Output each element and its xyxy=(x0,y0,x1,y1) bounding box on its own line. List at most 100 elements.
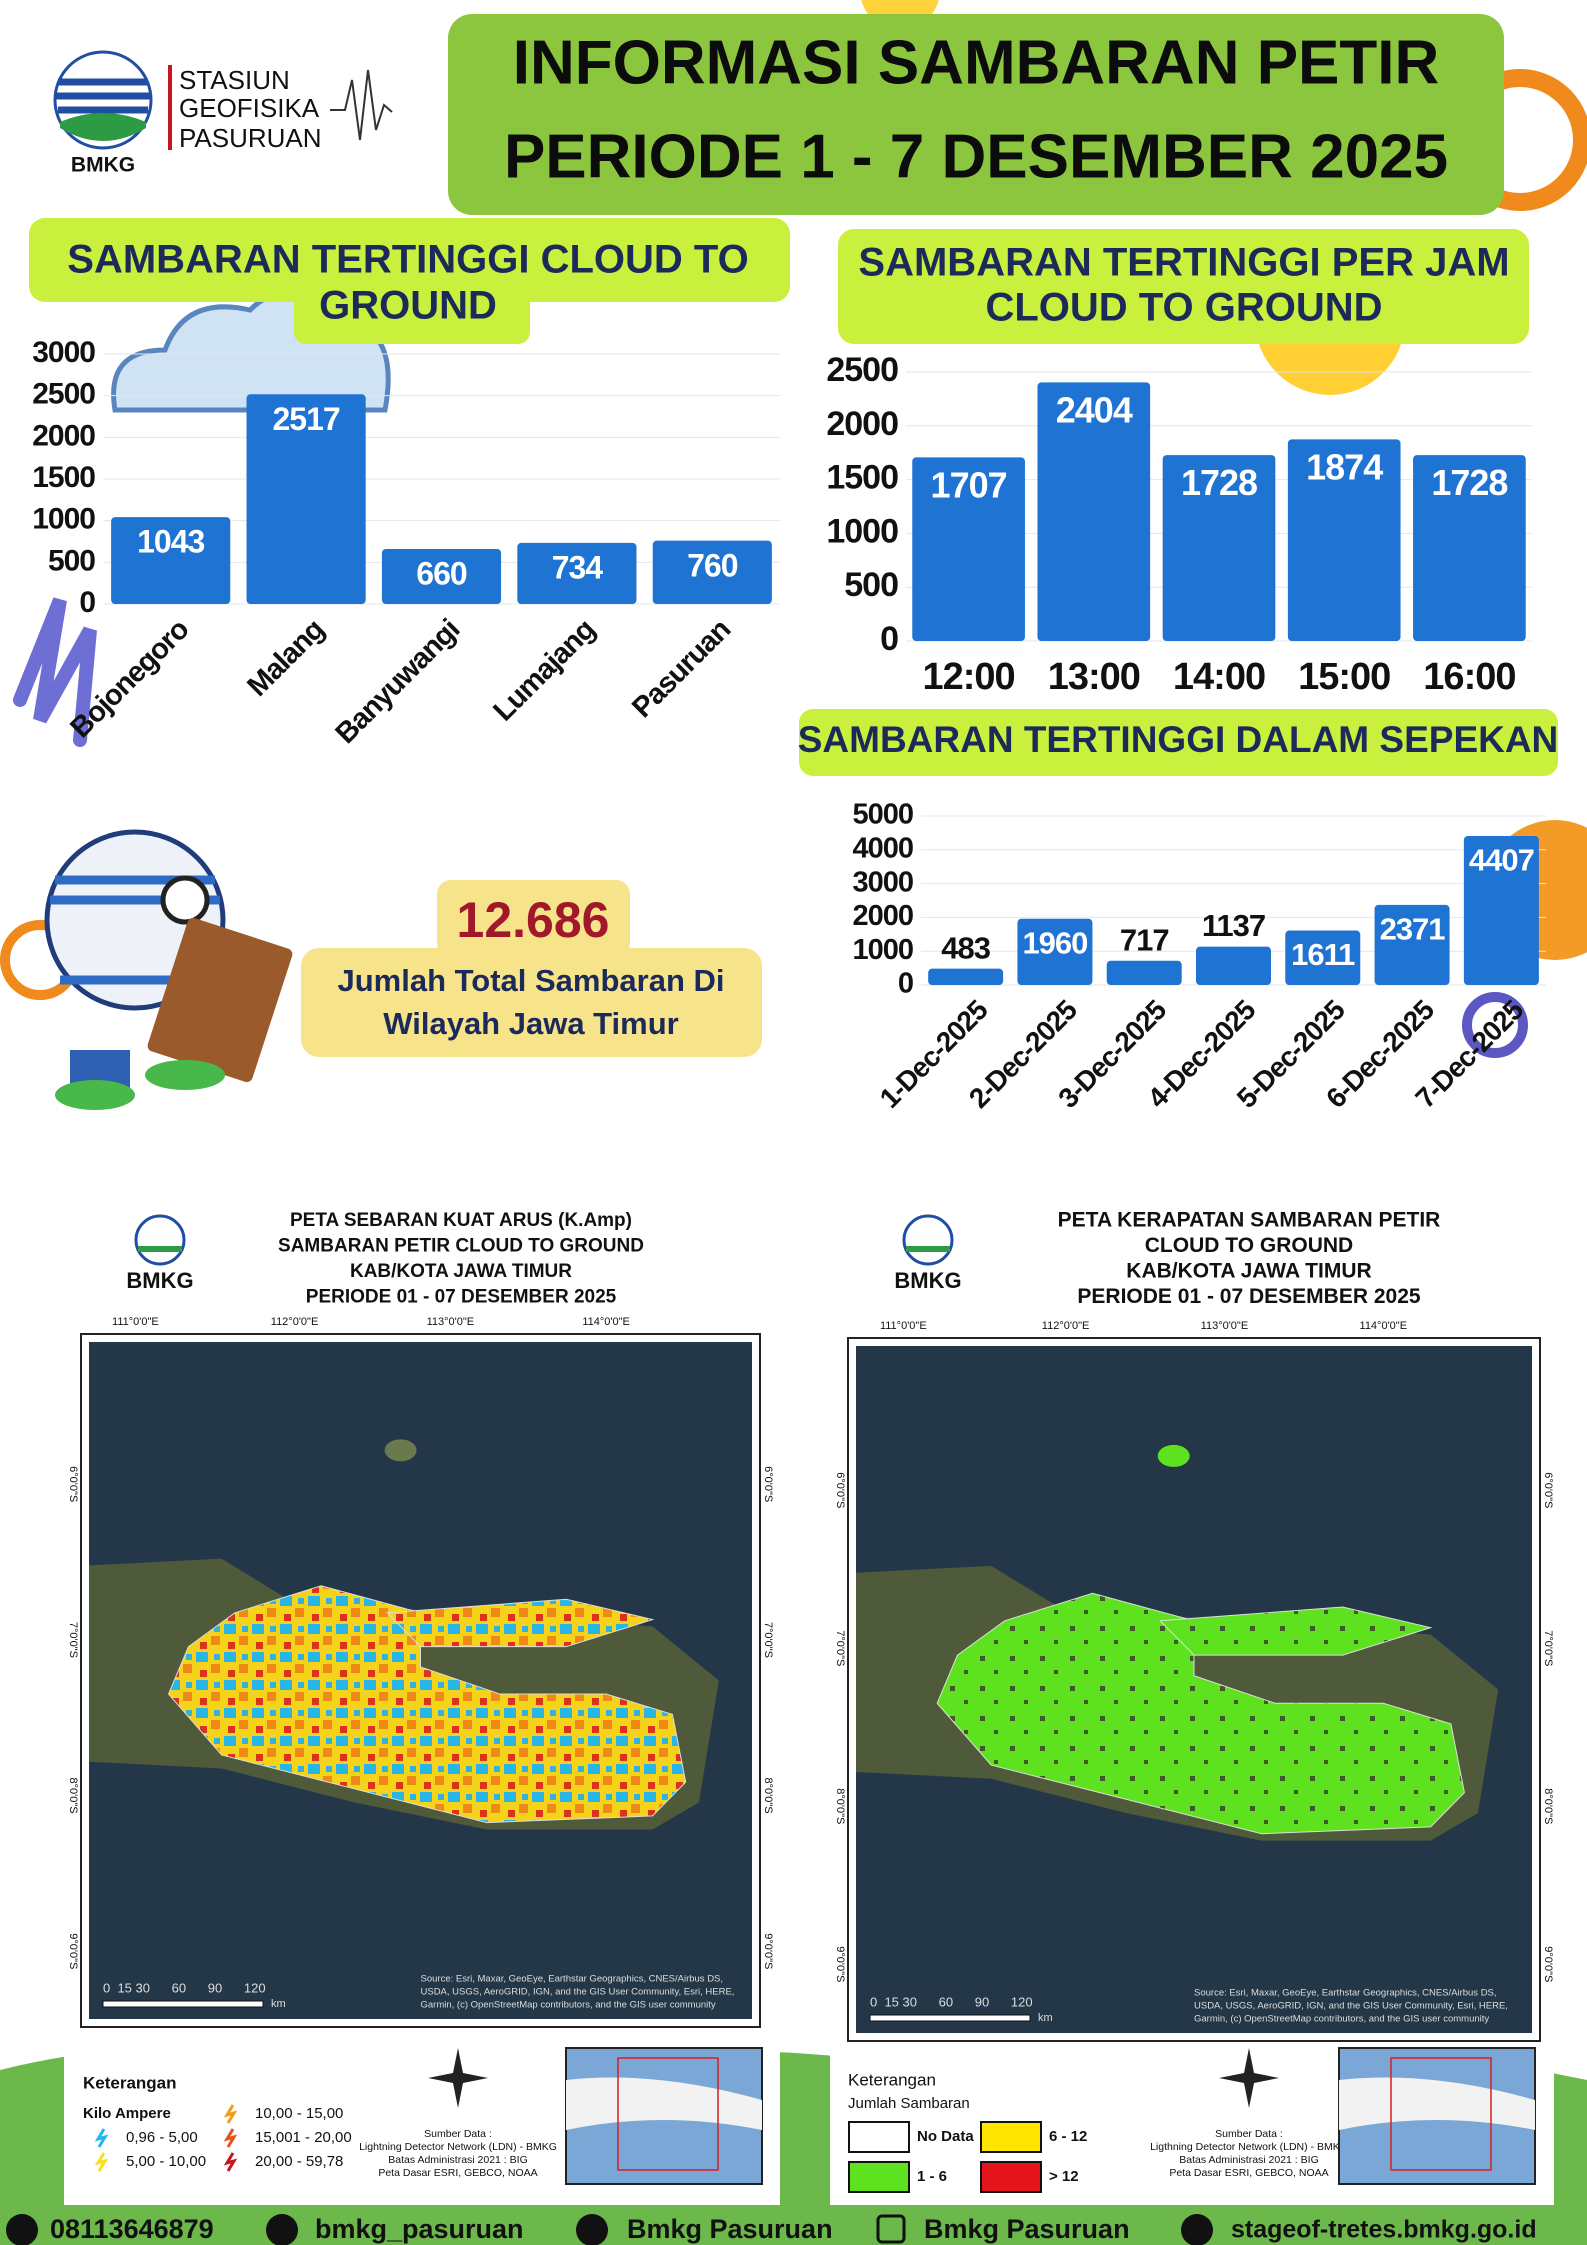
total-box xyxy=(437,880,630,957)
legend-title: Keterangan xyxy=(848,2070,936,2089)
lon-label: 114°0'0"E xyxy=(1360,1320,1408,1332)
map-source: Batas Administrasi 2021 : BIG xyxy=(1179,2154,1318,2166)
map-source: Peta Dasar ESRI, GEBCO, NOAA xyxy=(1169,2167,1328,2179)
x-tick-label: 12:00 xyxy=(922,656,1014,698)
chart-title: GROUND xyxy=(319,284,497,328)
lon-label: 111°0'0"E xyxy=(112,1316,159,1328)
value-label: 2404 xyxy=(1056,389,1133,430)
y-tick-label: 1500 xyxy=(32,461,95,494)
value-label: 734 xyxy=(552,549,604,585)
map-title: PETA SEBARAN KUAT ARUS (K.Amp) xyxy=(290,1210,632,1231)
map-scale: 0 15 30 60 90 120 xyxy=(103,1980,266,1995)
map-island xyxy=(384,1439,417,1462)
chart-title: SAMBARAN TERTINGGI PER JAM xyxy=(858,241,1509,285)
chart-title-box xyxy=(799,709,1558,776)
y-tick-label: 1500 xyxy=(826,459,898,497)
legend-swatch xyxy=(223,2152,238,2172)
map-province xyxy=(1159,1606,1433,1656)
lon-label: 111°0'0"E xyxy=(880,1320,927,1332)
footer-contact: bmkg_pasuruan xyxy=(315,2214,524,2244)
footer-contact: 08113646879 xyxy=(50,2214,214,2244)
lat-label: 7°0'0"S xyxy=(1542,1630,1554,1666)
bar xyxy=(1374,904,1450,985)
logo-caption: BMKG xyxy=(71,154,135,177)
lat-label: 8°0'0"S xyxy=(762,1778,774,1814)
y-tick-label: 0 xyxy=(898,968,913,1000)
y-tick-label: 1000 xyxy=(32,503,95,536)
map-logo-land xyxy=(138,1246,182,1252)
y-tick-label: 3000 xyxy=(32,336,95,369)
legend-label: 15,001 - 20,00 xyxy=(255,2129,352,2146)
y-tick-label: 0 xyxy=(79,586,95,619)
value-label: 4407 xyxy=(1469,843,1534,878)
lon-label: 112°0'0"E xyxy=(1042,1320,1090,1332)
inset-land xyxy=(566,2077,762,2130)
bar xyxy=(1463,836,1539,985)
value-label: 760 xyxy=(687,547,738,583)
value-label: 1611 xyxy=(1291,937,1355,972)
legend-swatch xyxy=(848,2121,910,2153)
inset-land xyxy=(1339,2077,1535,2130)
y-tick-label: 4000 xyxy=(852,832,913,864)
x-tick-label: 16:00 xyxy=(1423,656,1515,698)
title-box xyxy=(448,14,1504,215)
legend-swatch xyxy=(223,2128,238,2148)
map-source: Lightning Detector Network (LDN) - BMKG xyxy=(359,2141,557,2153)
total-caption: Jumlah Total Sambaran Di xyxy=(337,963,724,998)
map-province xyxy=(386,1598,655,1648)
station-name: PASURUAN xyxy=(179,123,322,153)
lat-label: 7°0'0"S xyxy=(834,1630,846,1666)
chart-title-box xyxy=(294,290,530,344)
x-tick-label: Banyuwangi xyxy=(330,614,466,750)
value-label: 483 xyxy=(941,930,990,965)
x-tick-label: Lumajang xyxy=(487,614,601,728)
value-label: 660 xyxy=(416,556,467,592)
y-tick-label: 1000 xyxy=(852,934,913,966)
total-value: 12.686 xyxy=(457,892,610,948)
decor-circle xyxy=(1462,992,1528,1058)
lat-label: 7°0'0"S xyxy=(762,1622,774,1658)
bar xyxy=(1106,960,1182,985)
bar xyxy=(1413,455,1526,641)
bar xyxy=(246,394,366,604)
inset-extent xyxy=(1390,2057,1492,2171)
chart-title-box xyxy=(838,229,1529,344)
legend-label: > 12 xyxy=(1049,2168,1079,2185)
map-logo xyxy=(902,1214,954,1266)
lat-label: 6°0'0"S xyxy=(67,1466,79,1502)
web-icon xyxy=(1181,2214,1213,2245)
map-source: Peta Dasar ESRI, GEBCO, NOAA xyxy=(378,2167,537,2179)
y-tick-label: 0 xyxy=(880,620,898,658)
page-title: INFORMASI SAMBARAN PETIR xyxy=(513,28,1440,97)
bar xyxy=(1287,439,1401,641)
map-title: PETA KERAPATAN SAMBARAN PETIR xyxy=(1058,1209,1441,1232)
value-label: 1728 xyxy=(1431,462,1507,503)
page-title: PERIODE 1 - 7 DESEMBER 2025 xyxy=(504,122,1448,191)
legend-label: No Data xyxy=(917,2128,974,2145)
lon-label: 112°0'0"E xyxy=(271,1316,319,1328)
lat-label: 9°0'0"S xyxy=(762,1933,774,1969)
legend-label: 0,96 - 5,00 xyxy=(126,2129,198,2146)
y-tick-label: 2500 xyxy=(32,378,95,411)
total-caption: Wilayah Jawa Timur xyxy=(383,1006,678,1041)
legend-label: 10,00 - 15,00 xyxy=(255,2105,343,2122)
lon-label: 114°0'0"E xyxy=(582,1316,630,1328)
compass xyxy=(428,2048,488,2108)
logo-stripes xyxy=(56,78,150,114)
legend-label: 5,00 - 10,00 xyxy=(126,2153,206,2170)
map-title: KAB/KOTA JAWA TIMUR xyxy=(1126,1260,1371,1283)
map-attribution: USDA, USGS, AeroGRID, IGN, and the GIS U… xyxy=(421,1987,735,1998)
map-logo-land xyxy=(906,1246,950,1252)
map-scale-bar xyxy=(869,2014,1031,2022)
lat-label: 6°0'0"S xyxy=(834,1472,846,1508)
bar xyxy=(1285,930,1361,985)
mascot-shoe xyxy=(145,1060,225,1090)
bar xyxy=(1196,946,1271,985)
x-tick-label: Malang xyxy=(241,614,330,703)
map-title: CLOUD TO GROUND xyxy=(1145,1234,1353,1257)
value-label: 2517 xyxy=(273,401,340,437)
station-name: STASIUN xyxy=(179,65,290,95)
legend-swatch xyxy=(980,2121,1042,2153)
logo-seismo xyxy=(330,69,393,141)
